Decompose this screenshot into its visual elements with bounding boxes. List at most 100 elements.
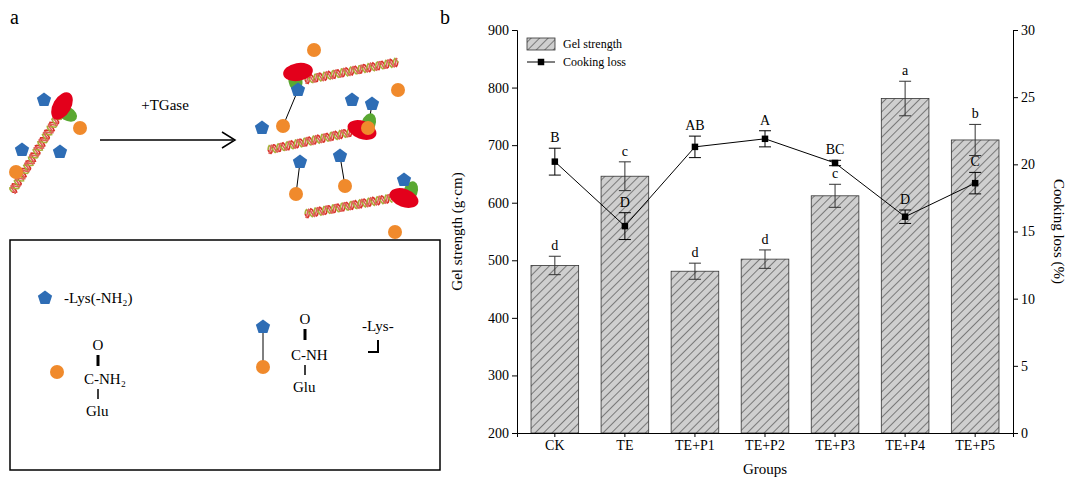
lysine-icon: [38, 291, 52, 305]
tick: TE+P1: [675, 433, 715, 453]
marker: [622, 223, 628, 229]
legend-text: -Lys(-NH₂): [64, 290, 133, 307]
error-bar: [549, 148, 561, 175]
figure: ab+TGase-Lys(-NH₂)OC-NH₂GluOC-NHGlu-Lys-…: [0, 0, 1067, 482]
error-bar: [969, 124, 981, 155]
glutamine-icon: [73, 121, 87, 135]
tick-label: 300: [488, 368, 509, 383]
significance-label: d: [691, 245, 698, 260]
tick-label: TE: [616, 438, 633, 453]
tick-label: 25: [1021, 90, 1035, 105]
legend-swatch: [527, 38, 555, 50]
tick-mark: [512, 433, 517, 434]
tick-label: TE+P2: [745, 438, 785, 453]
tick: 5: [1013, 359, 1028, 374]
error-bar: [899, 81, 911, 116]
tick-mark: [1013, 232, 1018, 233]
error-bar: [689, 263, 701, 279]
glutamine-icon: [9, 165, 23, 179]
head-domain: [282, 61, 315, 84]
tick-label: 20: [1021, 157, 1035, 172]
bond: [97, 389, 99, 399]
axis-title: Gel strength (g·cm): [449, 172, 466, 290]
axis: CKTETE+P1TE+P2TE+P3TE+P4TE+P5: [518, 433, 1014, 453]
tick: TE+P2: [745, 433, 785, 453]
tick-mark: [624, 433, 625, 437]
lysine-icon: [53, 145, 67, 159]
bar: [671, 271, 719, 433]
tick-mark: [835, 433, 836, 437]
tick: 0: [1013, 426, 1028, 441]
legend-label: Gel strength: [563, 37, 622, 51]
tick-label: 30: [1021, 23, 1035, 38]
tick: 30: [1013, 23, 1035, 38]
significance-label: a: [902, 63, 909, 78]
lysine-icon: [256, 320, 270, 334]
error-bar-line: [619, 162, 631, 191]
tick: TE+P5: [955, 433, 995, 453]
tick-label: TE+P4: [885, 438, 925, 453]
bar: [881, 99, 929, 433]
legend-swatch: [538, 59, 544, 65]
tick-mark: [512, 203, 517, 204]
bond: [368, 340, 378, 352]
tick-mark: [905, 433, 906, 437]
tick-mark: [1013, 164, 1018, 165]
axis-line: [518, 434, 1014, 438]
tick-mark: [512, 88, 517, 89]
tick-label: 10: [1021, 292, 1035, 307]
tick-mark: [512, 260, 517, 261]
tick: 800: [488, 81, 517, 96]
axis-line: [1014, 31, 1019, 434]
tick-label: TE+P1: [675, 438, 715, 453]
error-bar-line: [549, 256, 561, 274]
glutamine-icon: [338, 179, 352, 193]
tick: 900: [488, 23, 517, 38]
legend-text: C-NH: [291, 347, 328, 363]
tick-label: 15: [1021, 224, 1035, 239]
error-bar-line: [689, 136, 701, 157]
error-bar: [829, 184, 841, 207]
significance-label: d: [762, 232, 769, 247]
significance-label: c: [832, 166, 838, 181]
legend-text: O: [93, 337, 104, 353]
head-domain: [387, 184, 421, 211]
glutamine-icon: [388, 225, 402, 239]
tick-label: 600: [488, 196, 509, 211]
tick: 300: [488, 368, 517, 383]
error-bar-line: [549, 148, 561, 175]
arrow: [100, 139, 233, 141]
tick-label: TE+P3: [815, 438, 855, 453]
significance-label: A: [760, 113, 771, 128]
significance-label: D: [900, 192, 910, 207]
axis: 200300400500600700800900: [488, 23, 518, 441]
bond: [97, 355, 100, 366]
axis-title: Cooking loss (%): [1050, 179, 1067, 284]
tick: 400: [488, 311, 517, 326]
tick-mark: [1013, 366, 1018, 367]
significance-label: c: [622, 144, 628, 159]
marker: [552, 158, 558, 164]
helix: [306, 195, 393, 218]
tick-mark: [512, 375, 517, 376]
error-bar-line: [619, 213, 631, 240]
tick: 600: [488, 196, 517, 211]
head-domain: [345, 116, 379, 143]
helix: [305, 194, 391, 217]
legend: Gel strengthCooking loss: [527, 37, 626, 69]
tick-mark: [1013, 97, 1018, 98]
chart: dcddcabBDABABCDCCKTETE+P1TE+P2TE+P3TE+P4…: [449, 23, 1067, 477]
legend-text: C-NH₂: [84, 371, 126, 387]
axis-line: [512, 31, 518, 434]
glutamine-icon: [307, 43, 321, 57]
tick-mark: [975, 433, 976, 437]
legend-text: -Lys-: [362, 318, 394, 334]
glutamine-icon: [361, 121, 375, 135]
glutamine-icon: [289, 187, 303, 201]
tick-label: 0: [1021, 426, 1028, 441]
bar: [531, 265, 579, 433]
error-bar: [969, 172, 981, 193]
tick: 200: [488, 426, 517, 441]
axis-title: Groups: [743, 461, 787, 477]
lysine-icon: [333, 149, 347, 163]
